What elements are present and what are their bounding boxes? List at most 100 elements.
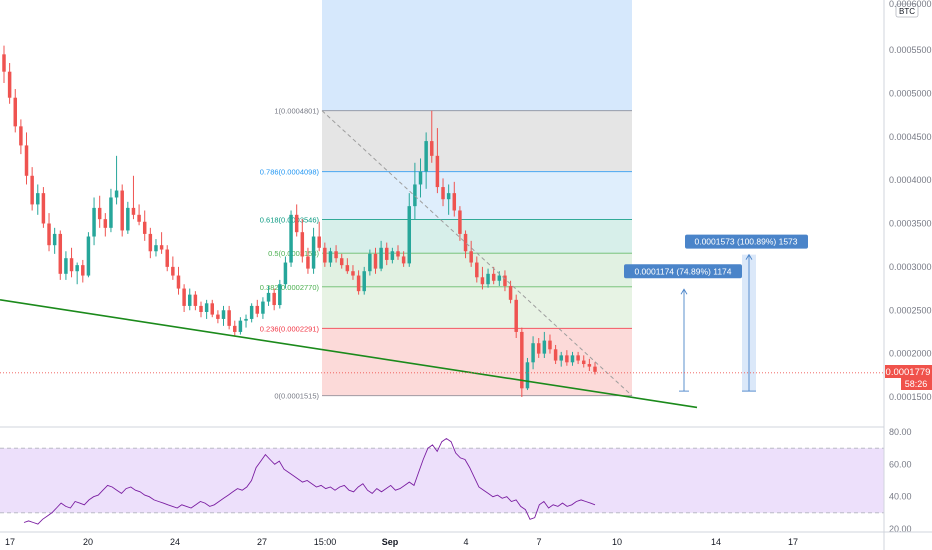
candle-body bbox=[587, 364, 592, 367]
candle-body bbox=[306, 256, 310, 269]
fib-zone bbox=[322, 328, 632, 396]
candle-body bbox=[19, 126, 23, 146]
candle-body bbox=[255, 305, 260, 314]
candle-body bbox=[418, 171, 423, 185]
candle-body bbox=[233, 325, 237, 332]
candle-body bbox=[36, 193, 40, 205]
candle-body bbox=[137, 214, 141, 222]
candle-body bbox=[356, 275, 361, 292]
candle-body bbox=[58, 233, 63, 274]
candle-body bbox=[430, 141, 434, 156]
time-axis-tick: 7 bbox=[536, 537, 541, 547]
candle-body bbox=[559, 355, 563, 361]
measure-label-box-1 bbox=[624, 264, 742, 279]
candle-body bbox=[210, 303, 215, 315]
price-axis-tick: 0.0002500 bbox=[889, 305, 932, 315]
candle-body bbox=[216, 314, 220, 319]
candle-body bbox=[289, 214, 293, 263]
symbol-badge-label: BTC bbox=[899, 7, 915, 16]
candle-body bbox=[508, 285, 513, 300]
candle-body bbox=[553, 349, 558, 361]
candle-body bbox=[407, 206, 412, 264]
candle-body bbox=[103, 219, 108, 228]
candle-body bbox=[413, 184, 417, 207]
candle-body bbox=[435, 155, 440, 188]
candle-body bbox=[41, 193, 46, 224]
candle-body bbox=[424, 141, 428, 172]
candle-body bbox=[396, 251, 400, 257]
candle-body bbox=[339, 258, 344, 266]
rsi-axis-tick: 60.00 bbox=[889, 459, 912, 469]
candle-body bbox=[311, 236, 316, 269]
fibonacci-retracement[interactable]: 1(0.0004801)0.786(0.0004098)0.618(0.0003… bbox=[260, 0, 632, 401]
price-range-measurements[interactable]: 0.0001174 (74.89%) 1174 0.0001573 (100.89… bbox=[624, 234, 808, 392]
fib-level-label: 0.382(0.0002770) bbox=[260, 283, 320, 292]
price-axis[interactable]: 0.0005500 0.0005000 0.0004500 0.0004000 0.00… bbox=[889, 45, 932, 402]
candle-body bbox=[244, 318, 248, 321]
current-price-tag: 0.0001779 58:26 bbox=[885, 365, 932, 390]
candle-body bbox=[52, 233, 57, 246]
candle-body bbox=[75, 265, 79, 272]
time-axis-tick: 27 bbox=[257, 537, 267, 547]
candle-body bbox=[120, 190, 124, 231]
candle-body bbox=[47, 223, 51, 246]
rsi-line bbox=[23, 437, 596, 525]
candle-body bbox=[266, 292, 271, 302]
measure-label-2: 0.0001573 (100.89%) 1573 bbox=[694, 237, 797, 247]
candle-body bbox=[570, 355, 575, 363]
candle-body bbox=[480, 277, 485, 285]
candle-body bbox=[401, 256, 406, 264]
rsi-axis[interactable]: 80.00 60.00 40.00 20.00 bbox=[889, 427, 912, 534]
candle-body bbox=[390, 251, 395, 260]
price-axis-top-tick: 0.0006000 bbox=[889, 0, 932, 9]
candle-body bbox=[548, 340, 552, 350]
measure-arrowhead-1 bbox=[680, 288, 688, 295]
fib-zone bbox=[322, 110, 632, 172]
candle-body bbox=[171, 266, 175, 276]
candle-body bbox=[238, 320, 243, 332]
time-axis-tick: 17 bbox=[788, 537, 798, 547]
candle-body bbox=[368, 253, 372, 272]
price-axis-tick: 0.0005000 bbox=[889, 88, 932, 98]
candle-body bbox=[362, 271, 366, 292]
candle-body bbox=[92, 207, 96, 237]
candle-body bbox=[497, 275, 502, 281]
fib-level-label: 0.236(0.0002291) bbox=[260, 324, 320, 333]
rsi-pane[interactable] bbox=[0, 437, 884, 525]
candle-body bbox=[97, 207, 102, 220]
time-axis-tick: 24 bbox=[170, 537, 180, 547]
fib-zone bbox=[322, 286, 632, 329]
candle-body bbox=[351, 271, 355, 276]
candle-body bbox=[131, 207, 136, 215]
fib-extension-zone bbox=[322, 0, 632, 111]
candle-body bbox=[520, 331, 524, 389]
measure-label-1: 0.0001174 (74.89%) 1174 bbox=[634, 266, 731, 276]
candle-body bbox=[64, 258, 68, 274]
candle-body bbox=[581, 360, 586, 365]
fib-zone bbox=[322, 171, 632, 220]
candle-body bbox=[2, 54, 6, 72]
candle-body bbox=[283, 262, 288, 285]
candle-body bbox=[261, 301, 265, 314]
price-axis-tick: 0.0004000 bbox=[889, 175, 932, 185]
support-trendline[interactable] bbox=[0, 299, 698, 409]
rsi-axis-tick: 40.00 bbox=[889, 492, 912, 502]
candle-body bbox=[345, 265, 350, 272]
candle-body bbox=[384, 247, 389, 260]
current-price-countdown: 58:26 bbox=[905, 379, 928, 389]
candle-body bbox=[317, 236, 321, 248]
fib-level-label: 0.5(0.0003158) bbox=[268, 249, 319, 258]
time-axis-tick: 20 bbox=[83, 537, 93, 547]
candle-body bbox=[328, 251, 333, 263]
candle-body bbox=[249, 305, 254, 319]
measure-arrowhead-2 bbox=[745, 253, 753, 260]
candle-body bbox=[446, 193, 451, 200]
candle-body bbox=[525, 362, 530, 389]
candle-body bbox=[536, 343, 541, 354]
candle-body bbox=[182, 288, 186, 306]
symbol-badge[interactable]: BTC bbox=[895, 3, 919, 18]
candle-body bbox=[114, 190, 119, 198]
candle-body bbox=[441, 187, 445, 200]
time-axis[interactable]: 17 20 24 27 15:00 Sep 4 7 10 14 17 bbox=[5, 537, 798, 547]
